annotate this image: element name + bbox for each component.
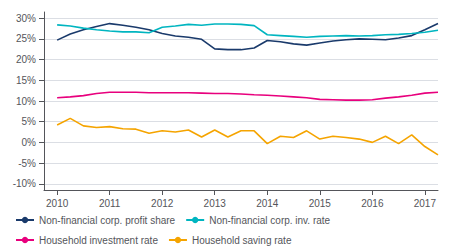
svg-text:2016: 2016 xyxy=(361,198,384,209)
svg-text:2010: 2010 xyxy=(46,198,69,209)
svg-text:5%: 5% xyxy=(22,116,37,127)
svg-text:2014: 2014 xyxy=(256,198,279,209)
svg-text:2013: 2013 xyxy=(204,198,227,209)
svg-text:-10%: -10% xyxy=(13,178,36,189)
svg-text:2017: 2017 xyxy=(414,198,437,209)
svg-text:25%: 25% xyxy=(16,33,36,44)
svg-text:0%: 0% xyxy=(22,137,37,148)
svg-text:2012: 2012 xyxy=(151,198,174,209)
svg-text:2011: 2011 xyxy=(99,198,121,209)
svg-text:Household investment rate: Household investment rate xyxy=(39,235,158,246)
svg-text:-5%: -5% xyxy=(18,158,36,169)
svg-text:20%: 20% xyxy=(16,54,36,65)
svg-text:2015: 2015 xyxy=(309,198,332,209)
svg-text:Household saving rate: Household saving rate xyxy=(192,235,292,246)
svg-text:30%: 30% xyxy=(16,13,36,24)
svg-text:Non-financial corp. inv. rate: Non-financial corp. inv. rate xyxy=(209,215,330,226)
svg-text:Non-financial corp. profit sha: Non-financial corp. profit share xyxy=(39,215,176,226)
svg-text:15%: 15% xyxy=(16,75,36,86)
svg-text:10%: 10% xyxy=(16,96,36,107)
